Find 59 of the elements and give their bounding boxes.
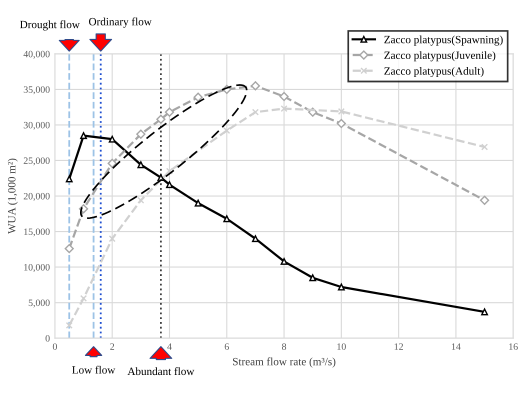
y-tick-label: 15,000 xyxy=(24,228,50,236)
point xyxy=(223,215,230,222)
point xyxy=(480,196,490,205)
x-tick-label: 0 xyxy=(52,343,57,350)
point xyxy=(164,108,174,117)
point xyxy=(481,308,488,316)
point xyxy=(250,81,260,90)
point xyxy=(64,244,74,254)
y-tick-label: 25,000 xyxy=(24,157,50,166)
x-tick-label: 4 xyxy=(167,343,172,350)
point xyxy=(156,114,166,124)
x-tick-label: 8 xyxy=(282,343,286,350)
point xyxy=(137,161,144,168)
point xyxy=(194,92,203,102)
x-tick-label: 14 xyxy=(452,343,461,350)
y-tick-label: 35,000 xyxy=(24,86,50,94)
y-tick-label: 5,000 xyxy=(28,300,50,308)
point xyxy=(136,130,146,139)
point xyxy=(279,92,289,102)
y-tick-label: 10,000 xyxy=(24,264,50,272)
point xyxy=(66,175,73,182)
point xyxy=(309,274,316,282)
ref-line-label: Drought flow xyxy=(20,20,80,31)
point xyxy=(481,144,488,150)
ref-line-label: Abundant flow xyxy=(128,367,194,376)
point xyxy=(108,235,116,242)
y-tick-label: 0 xyxy=(46,335,50,342)
y-tick-label: 40,000 xyxy=(24,50,50,59)
point xyxy=(338,284,345,290)
point xyxy=(166,181,173,188)
legend-label: Zacco platypus(Spawning) xyxy=(384,35,503,46)
x-tick-label: 2 xyxy=(110,343,114,350)
ref-line-label: Ordinary flow xyxy=(89,17,152,28)
point xyxy=(336,118,346,128)
point xyxy=(280,258,288,265)
legend-label: Zacco platypus(Adult) xyxy=(384,66,484,78)
point xyxy=(280,105,288,112)
point xyxy=(223,127,230,134)
x-axis-title: Stream flow rate (m³/s) xyxy=(233,357,336,368)
point xyxy=(80,132,88,140)
point xyxy=(108,136,116,143)
x-tick-label: 12 xyxy=(394,343,403,350)
ref-line-label: Low flow xyxy=(72,366,116,374)
point xyxy=(252,108,259,116)
point xyxy=(137,196,144,204)
point xyxy=(338,108,345,115)
y-tick-label: 20,000 xyxy=(24,192,50,201)
x-tick-label: 16 xyxy=(509,343,518,350)
point xyxy=(80,294,88,302)
point xyxy=(108,158,117,168)
y-tick-label: 30,000 xyxy=(24,122,50,130)
point xyxy=(194,200,202,207)
y-axis-title: WUA (1,000 m²) xyxy=(8,158,18,234)
legend-label: Zacco platypus(Juvenile) xyxy=(384,51,496,62)
point xyxy=(252,235,259,242)
x-tick-label: 10 xyxy=(337,343,346,350)
point xyxy=(166,168,173,175)
point xyxy=(66,322,73,329)
x-tick-label: 6 xyxy=(224,343,229,350)
